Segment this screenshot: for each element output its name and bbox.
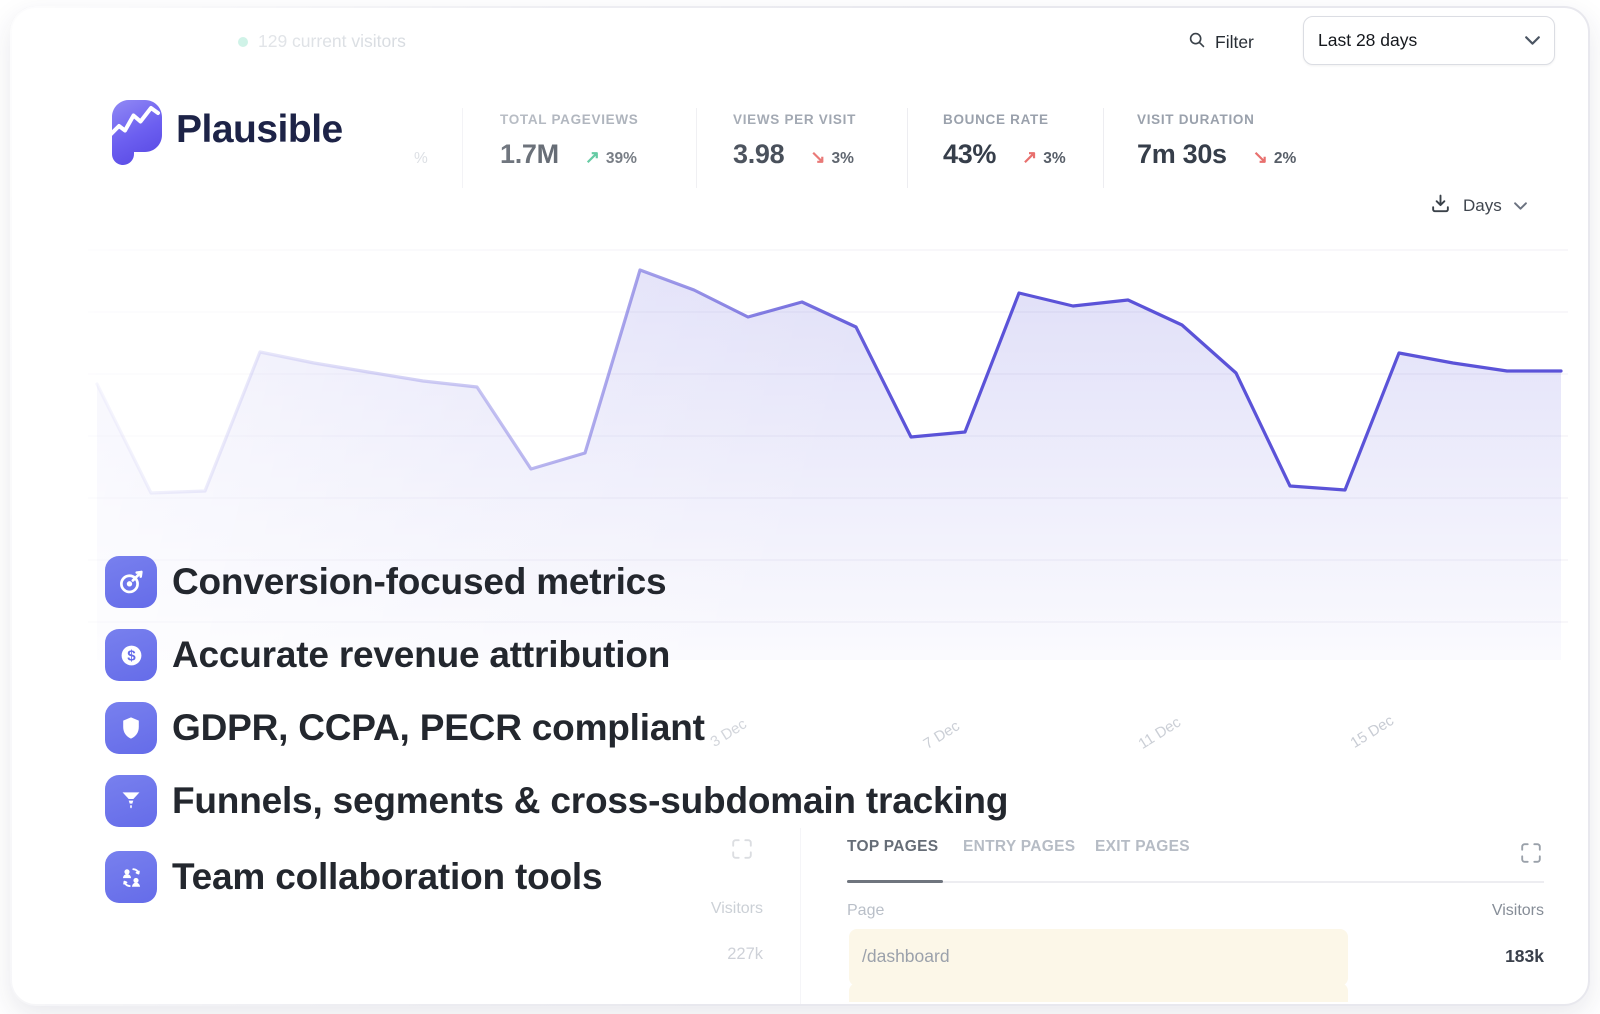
live-dot-icon — [238, 36, 248, 47]
chevron-down-icon — [1525, 32, 1540, 50]
divider — [800, 828, 801, 1004]
funnel-icon — [105, 775, 157, 827]
current-visitors[interactable]: 129 current visitors — [238, 31, 406, 52]
download-icon[interactable] — [1430, 193, 1451, 219]
plausible-logo-icon — [112, 100, 162, 170]
stat-label: BOUNCE RATE — [943, 112, 1049, 127]
stat-change: 2% — [1273, 150, 1297, 167]
dollar-icon: $ — [105, 629, 157, 681]
brand-name: Plausible — [176, 108, 343, 151]
stat-label: VIEWS PER VISIT — [733, 112, 857, 127]
divider — [696, 108, 697, 188]
team-icon — [105, 851, 157, 903]
divider — [1103, 108, 1104, 188]
visitors-column-header: Visitors — [1491, 902, 1544, 919]
feature-label: Funnels, segments & cross-subdomain trac… — [172, 780, 1009, 821]
faded-stat-fragment: % — [414, 150, 428, 167]
stat-value: 1.7M — [500, 139, 559, 169]
feature-team-collaboration: Team collaboration tools — [105, 851, 603, 903]
divider — [907, 108, 908, 188]
search-icon — [1188, 31, 1206, 54]
stat-label: TOTAL PAGEVIEWS — [500, 112, 639, 127]
stat-change: 3% — [831, 150, 854, 167]
stat-total-pageviews[interactable]: TOTAL PAGEVIEWS 1.7M ↗ 39% — [500, 112, 639, 170]
plausible-logo: Plausible — [112, 100, 343, 170]
feature-label: Accurate revenue attribution — [172, 634, 671, 675]
expand-icon[interactable] — [731, 838, 753, 865]
table-row-visitors: 183k — [1505, 946, 1544, 966]
x-tick-label: 3 Dec — [707, 715, 750, 751]
feature-funnels-tracking: Funnels, segments & cross-subdomain trac… — [105, 775, 1008, 827]
feature-compliance: GDPR, CCPA, PECR compliant — [105, 702, 705, 754]
trend-down-icon: ↘ — [1252, 147, 1268, 167]
current-visitors-label: 129 current visitors — [258, 31, 406, 51]
table-row-bar — [849, 983, 1348, 1002]
stat-change: 39% — [605, 150, 637, 167]
feature-conversion-metrics: Conversion-focused metrics — [105, 556, 667, 608]
feature-label: GDPR, CCPA, PECR compliant — [172, 707, 705, 748]
trend-up-icon: ↗ — [584, 147, 600, 167]
trend-up-icon: ↗ — [1022, 147, 1038, 167]
active-tab-underline — [847, 880, 943, 883]
x-tick-label: 7 Dec — [920, 717, 963, 753]
interval-label[interactable]: Days — [1463, 196, 1502, 215]
faded-visitors-column: Visitors — [710, 900, 763, 917]
stat-bounce-rate[interactable]: BOUNCE RATE 43% ↗ 3% — [943, 112, 1066, 170]
date-range-select[interactable]: Last 28 days — [1303, 16, 1555, 65]
table-row-page[interactable]: /dashboard — [862, 946, 950, 966]
x-tick-label: 15 Dec — [1347, 712, 1397, 752]
stat-visit-duration[interactable]: VISIT DURATION 7m 30s ↘ 2% — [1137, 112, 1296, 170]
stat-views-per-visit[interactable]: VIEWS PER VISIT 3.98 ↘ 3% — [733, 112, 856, 170]
tab-top-pages[interactable]: TOP PAGES — [847, 838, 939, 855]
tab-entry-pages[interactable]: ENTRY PAGES — [963, 838, 1076, 855]
interval-control[interactable]: Days — [1430, 193, 1527, 219]
page-column-header: Page — [847, 902, 885, 919]
divider — [462, 108, 463, 188]
trend-down-icon: ↘ — [810, 147, 826, 167]
stat-label: VISIT DURATION — [1137, 112, 1255, 127]
date-range-value: Last 28 days — [1318, 30, 1418, 50]
faded-visitors-value: 227k — [727, 945, 763, 963]
svg-text:$: $ — [127, 647, 136, 664]
stat-value: 43% — [943, 139, 997, 169]
filter-label: Filter — [1215, 32, 1254, 52]
shield-icon — [105, 702, 157, 754]
feature-label: Team collaboration tools — [172, 856, 603, 897]
divider — [847, 881, 1544, 883]
feature-revenue-attribution: $ Accurate revenue attribution — [105, 629, 670, 681]
stat-value: 3.98 — [733, 139, 785, 169]
filter-button[interactable]: Filter — [1188, 31, 1254, 54]
target-dart-icon — [105, 556, 157, 608]
feature-label: Conversion-focused metrics — [172, 561, 667, 602]
stat-value: 7m 30s — [1137, 139, 1227, 169]
x-tick-label: 11 Dec — [1135, 713, 1184, 753]
stat-change: 3% — [1043, 150, 1066, 167]
tab-exit-pages[interactable]: EXIT PAGES — [1095, 838, 1190, 855]
chevron-down-icon — [1513, 197, 1527, 215]
expand-icon[interactable] — [1520, 842, 1542, 869]
